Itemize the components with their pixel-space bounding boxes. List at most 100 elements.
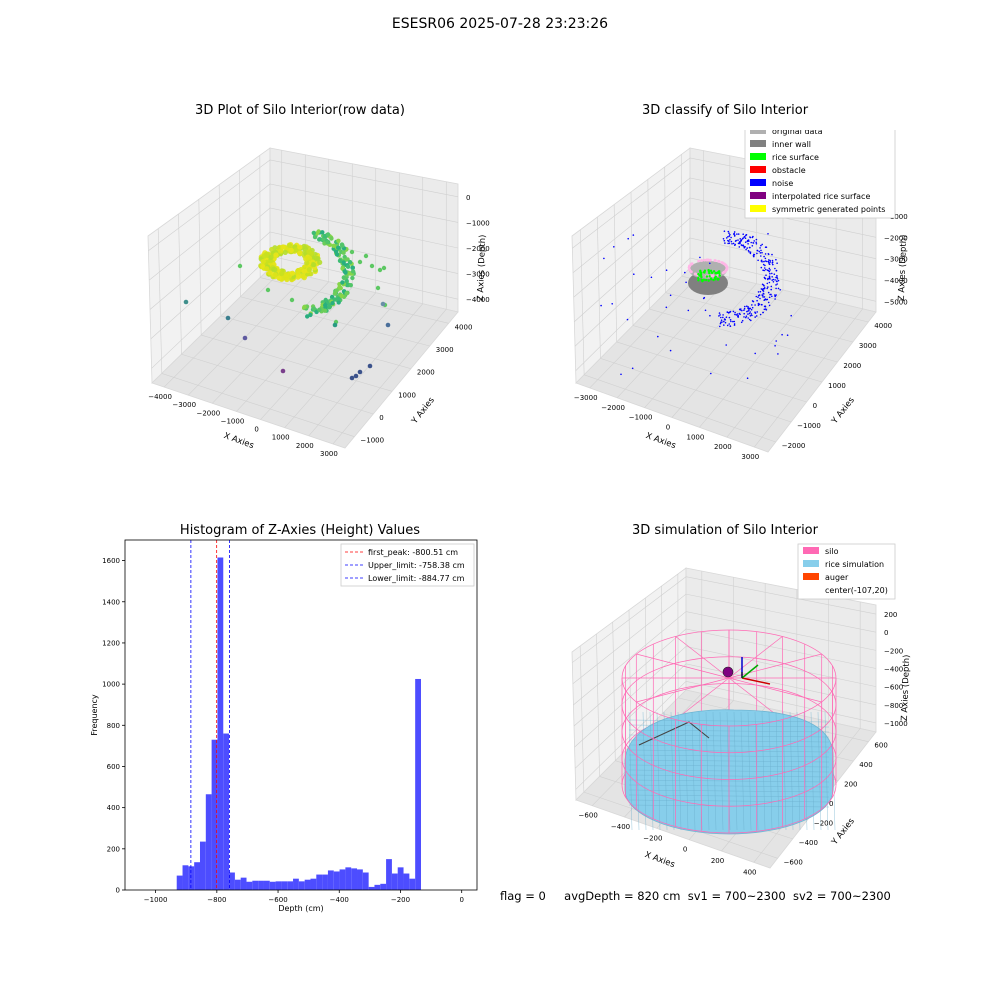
x-tick-label: −200 [643,834,662,842]
data-point [357,369,363,375]
noise-point [729,233,731,236]
noise-point [764,305,766,308]
data-point [320,230,325,235]
noise-point [768,267,771,270]
noise-point [737,314,739,317]
rice-surface-point [718,271,721,275]
x-tick-label: 200 [711,857,724,865]
y-tick-label: 1000 [828,382,846,390]
noise-point [736,313,739,315]
noise-point [761,288,764,291]
data-point [278,248,284,254]
rice-surface-point [697,279,700,282]
data-point [336,300,341,305]
noise-point [719,314,721,316]
noise-point [723,230,726,232]
data-point [336,238,341,243]
noise-point [775,287,777,290]
data-point [311,230,316,236]
y-tick-label: 3000 [436,346,454,354]
noise-point [665,269,668,272]
noise-point [727,242,729,245]
noise-point [734,313,736,316]
histogram-bar [205,794,212,890]
histogram-legend [340,543,475,587]
noise-point [747,249,750,252]
legend-label: inner wall [772,140,811,149]
grid-line [181,353,374,415]
histogram-bar [217,557,224,890]
data-point [344,278,349,284]
histogram-bar [357,869,363,890]
noise-point [755,241,757,244]
histogram-bar [234,879,241,890]
status-row: flag = 0 avgDepth = 820 cm sv1 = 700~230… [500,889,920,903]
histogram-bar [223,733,230,890]
sv1-value: sv1 = 700~2300 [687,889,786,903]
grid-line [572,576,877,663]
grid-line [630,191,634,326]
noise-point [727,230,730,233]
grid-line [308,303,423,437]
rice-mesh-line [642,711,647,831]
data-point [323,304,328,310]
y-tick-label: −400 [799,839,818,847]
noise-point [755,315,758,317]
silo-roof-line [728,653,822,679]
noise-point [723,320,725,323]
z-tick-label: −800 [884,702,903,710]
grid-line [573,611,877,706]
data-point [264,266,270,272]
noise-point [631,367,634,370]
x-tick-label: −1000 [144,896,168,904]
z-tick-label: −1000 [466,219,490,227]
noise-point [735,314,738,316]
y-tick-label: 0 [813,402,817,410]
y-tick-label: 800 [107,722,120,730]
noise-point [750,313,753,315]
noise-point [699,256,701,259]
silo-roof-line [728,636,783,679]
x-tick-label: −400 [330,896,349,904]
noise-point [771,276,773,278]
noise-point [728,232,730,234]
data-point [183,299,189,305]
floor-pane [151,267,459,449]
histogram-bar [275,881,282,890]
legend-swatch [750,179,766,186]
flag-value: flag = 0 [500,889,546,903]
noise-point [739,313,741,316]
rice-surface-point [712,270,716,273]
noise-point [729,311,731,314]
noise-point [747,306,749,308]
rice-surface-point [697,276,700,280]
noise-point [743,309,745,312]
data-point [280,244,286,250]
noise-point [748,246,751,249]
rice-mesh-line [663,711,668,831]
noise-point [769,261,772,263]
silo-ring [621,677,837,727]
rice-mesh-line [677,711,682,831]
symmetric-point [703,258,706,262]
noise-point [746,305,748,308]
histogram-bar [211,739,218,890]
data-point [336,296,341,301]
z-tick-label: −2000 [884,234,908,242]
noise-point [772,263,774,266]
noise-point [702,297,705,300]
noise-point [669,349,672,352]
histogram-bar [327,870,334,890]
noise-point [764,264,766,267]
histogram-bar [258,880,264,890]
noise-point [704,309,707,312]
x-tick-label: −3000 [172,401,196,409]
grid-line [236,287,353,412]
histogram-x-label: Depth (cm) [278,904,323,913]
grid-line [574,217,877,322]
data-point [312,234,318,240]
histogram-bar [269,881,276,890]
noise-point [733,232,735,235]
grid-line [613,204,618,342]
data-point [260,258,266,265]
